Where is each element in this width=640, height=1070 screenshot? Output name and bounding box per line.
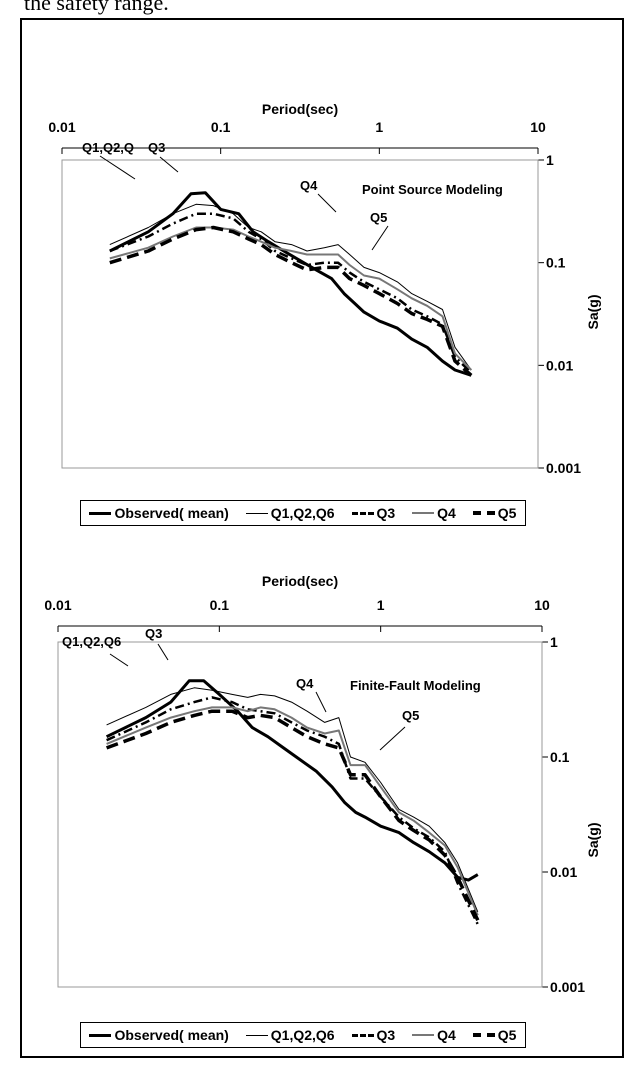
series-line-3 — [106, 696, 479, 925]
series-line-4 — [109, 226, 473, 371]
legend-item-q1q2q6: Q1,Q2,Q6 — [245, 1027, 335, 1043]
x-tick-label: 1 — [377, 597, 385, 613]
chart-title: Point Source Modeling — [362, 182, 503, 197]
annotation-label: Q5 — [370, 210, 387, 225]
y-axis-title: Sa(g) — [585, 823, 601, 858]
series-line-1 — [109, 191, 472, 377]
legend-label: Q3 — [376, 1027, 396, 1043]
legend-label: Q5 — [497, 505, 517, 521]
annotation-leader — [317, 193, 337, 213]
y-tick-label: 0.001 — [546, 460, 581, 476]
plot-area — [61, 159, 539, 469]
annotation-label: Q4 — [296, 676, 314, 691]
annotation-label: Q4 — [300, 178, 318, 193]
plot-area — [57, 641, 543, 988]
finite-fault-chart: Period(sec) 0.01 0.1 1 10 0.001 0.01 0.1 1 Sa(… — [0, 570, 640, 1070]
chart-svg: Period(sec) 0.01 0.1 1 10 0.001 0.01 0.1 1 Sa(… — [48, 101, 601, 476]
y-tick-label: 0.01 — [546, 357, 573, 373]
x-tick-label: 0.1 — [211, 119, 231, 135]
annotation-label: Q1,Q2,Q6 — [62, 634, 121, 649]
annotation-leader — [157, 643, 169, 661]
legend-label: Q3 — [376, 505, 396, 521]
annotation-leader — [315, 691, 327, 713]
caption-text: the safety range. — [24, 0, 169, 15]
y-tick-label: 0.01 — [550, 864, 577, 880]
annotation-leader — [159, 156, 179, 173]
x-tick-label: 1 — [375, 119, 383, 135]
annotation-leader — [371, 225, 389, 251]
legend-item-q3: Q3 — [351, 1027, 396, 1043]
series-line-1 — [105, 679, 479, 882]
annotation-leader — [99, 155, 136, 180]
x-tick-label: 0.01 — [48, 119, 75, 135]
x-axis-title: Period(sec) — [262, 573, 338, 589]
legend-label: Observed( mean) — [114, 1027, 229, 1043]
legend-item-q3: Q3 — [351, 505, 396, 521]
y-tick-label: 0.1 — [550, 749, 570, 765]
annotation-label: Q3 — [148, 140, 165, 155]
annotation-leader — [109, 653, 129, 667]
annotation-label: Q3 — [145, 626, 162, 641]
series-line-2 — [106, 687, 479, 913]
legend-item-observed: Observed( mean) — [89, 505, 229, 521]
x-tick-label: 0.1 — [210, 597, 230, 613]
legend-item-q4: Q4 — [412, 1027, 456, 1043]
x-tick-label: 10 — [530, 119, 546, 135]
legend-item-q4: Q4 — [412, 505, 456, 521]
legend-item-observed: Observed( mean) — [89, 1027, 229, 1043]
x-tick-label: 0.01 — [44, 597, 71, 613]
annotation-leader — [379, 726, 406, 751]
series-line-3 — [109, 212, 473, 374]
y-tick-label: 0.001 — [550, 979, 585, 995]
point-source-chart: Period(sec) 0.01 0.1 1 10 0.001 0.01 0.1 1 Sa(… — [0, 90, 640, 590]
y-tick-label: 1 — [546, 152, 554, 168]
y-tick-label: 0.1 — [546, 255, 566, 271]
series-line-4 — [106, 706, 479, 916]
y-tick-label: 1 — [550, 634, 558, 650]
x-axis-title: Period(sec) — [262, 101, 338, 117]
legend-item-q1q2q6: Q1,Q2,Q6 — [245, 505, 335, 521]
legend-label: Q4 — [437, 1027, 456, 1043]
series-line-5 — [109, 225, 473, 377]
y-axis-title: Sa(g) — [585, 295, 601, 330]
legend-label: Observed( mean) — [114, 505, 229, 521]
finite-fault-legend: Observed( mean) Q1,Q2,Q6 Q3 Q4 Q5 — [80, 1022, 526, 1048]
annotation-label: Q1,Q2,Q — [82, 140, 134, 155]
x-tick-label: 10 — [534, 597, 550, 613]
legend-label: Q4 — [437, 505, 456, 521]
chart-svg: Period(sec) 0.01 0.1 1 10 0.001 0.01 0.1 1 Sa(… — [44, 573, 601, 995]
annotation-label: Q5 — [402, 708, 419, 723]
point-source-legend: Observed( mean) Q1,Q2,Q6 Q3 Q4 Q5 — [80, 500, 526, 526]
series-line-2 — [109, 203, 472, 371]
legend-item-q5: Q5 — [472, 1027, 517, 1043]
legend-label: Q1,Q2,Q6 — [270, 505, 335, 521]
legend-item-q5: Q5 — [472, 505, 517, 521]
series-line-5 — [105, 709, 480, 922]
legend-label: Q5 — [497, 1027, 517, 1043]
chart-title: Finite-Fault Modeling — [350, 678, 481, 693]
legend-label: Q1,Q2,Q6 — [270, 1027, 335, 1043]
